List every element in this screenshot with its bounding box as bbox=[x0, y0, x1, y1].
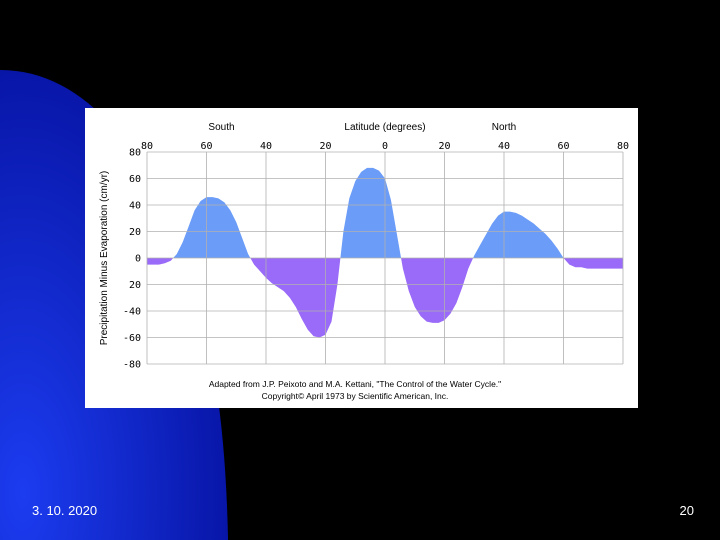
slide-number: 20 bbox=[679, 503, 694, 518]
x-tick-label: 80 bbox=[141, 141, 153, 152]
y-tick-label: 40 bbox=[129, 201, 141, 212]
slide-date: 3. 10. 2020 bbox=[32, 503, 98, 518]
y-tick-label: 20 bbox=[129, 280, 141, 291]
y-tick-label: 20 bbox=[129, 227, 141, 238]
y-tick-label: 80 bbox=[129, 148, 141, 159]
x-tick-label: 40 bbox=[498, 141, 510, 152]
x-tick-label: 20 bbox=[438, 141, 450, 152]
x-axis-label: Latitude (degrees) bbox=[344, 122, 425, 133]
y-tick-label: -80 bbox=[123, 360, 141, 371]
chart-panel: 80 60 40 20 0 20 40 60 80 80 60 40 20 0 20 -40 -60 -80 Sou… bbox=[85, 108, 638, 408]
credit-line: Adapted from J.P. Peixoto and M.A. Ketta… bbox=[209, 379, 501, 389]
x-tick-label: 60 bbox=[557, 141, 569, 152]
x-tick-label: 40 bbox=[260, 141, 272, 152]
x-tick-label: 0 bbox=[382, 141, 388, 152]
south-label: South bbox=[208, 122, 234, 133]
north-label: North bbox=[492, 122, 516, 133]
x-tick-label: 80 bbox=[617, 141, 629, 152]
x-tick-label: 20 bbox=[319, 141, 331, 152]
y-axis-label: Precipitation Minus Evaporation (cm/yr) bbox=[99, 171, 110, 346]
y-tick-label: -40 bbox=[123, 307, 141, 318]
x-tick-label: 60 bbox=[200, 141, 212, 152]
y-tick-label: -60 bbox=[123, 333, 141, 344]
precipitation-chart: 80 60 40 20 0 20 40 60 8080604020020-40-60-80Sou… bbox=[99, 122, 629, 401]
y-tick-label: 60 bbox=[129, 174, 141, 185]
y-tick-label: 0 bbox=[135, 254, 141, 265]
credit-line: Copyright© April 1973 by Scientific Amer… bbox=[262, 391, 449, 401]
